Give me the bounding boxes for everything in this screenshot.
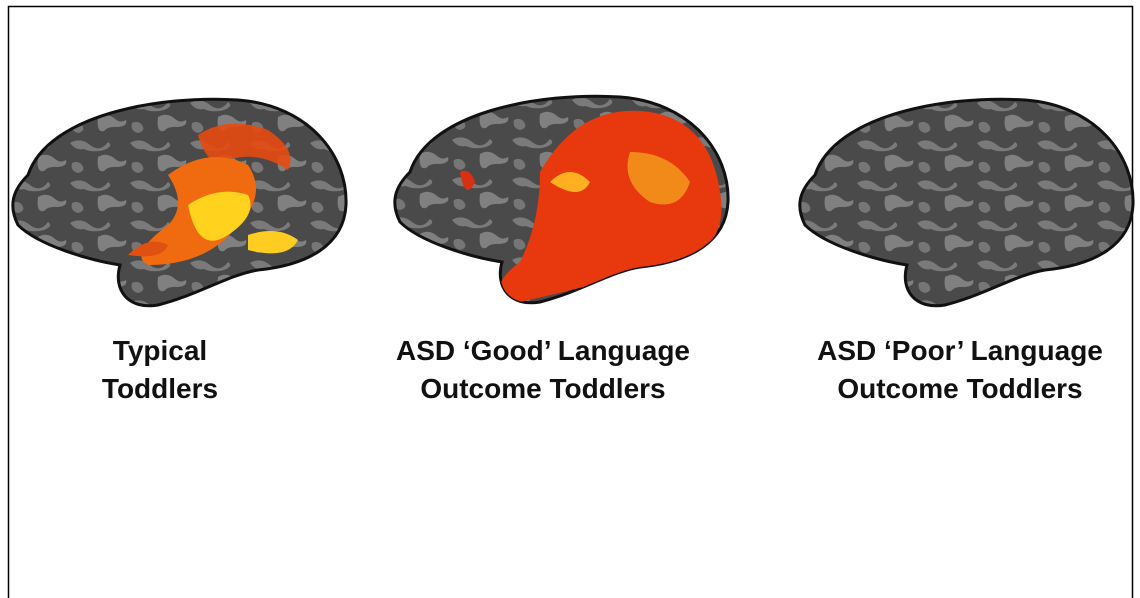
brain-typical (13, 99, 346, 306)
panel-label: Typical (113, 335, 207, 366)
panel-label: ASD ‘Poor’ Language (817, 335, 1103, 366)
figure: Typical Toddlers ASD ‘Good’ Language Outcom… (0, 0, 1140, 598)
panel-label: Outcome Toddlers (837, 373, 1082, 404)
panel-label: Outcome Toddlers (420, 373, 665, 404)
brain-good (395, 96, 728, 303)
page: Typical Toddlers ASD ‘Good’ Language Outcom… (0, 0, 1140, 598)
brain-poor (800, 99, 1133, 306)
panel-label: Toddlers (102, 373, 218, 404)
frame (9, 7, 1133, 598)
panel-label: ASD ‘Good’ Language (396, 335, 690, 366)
